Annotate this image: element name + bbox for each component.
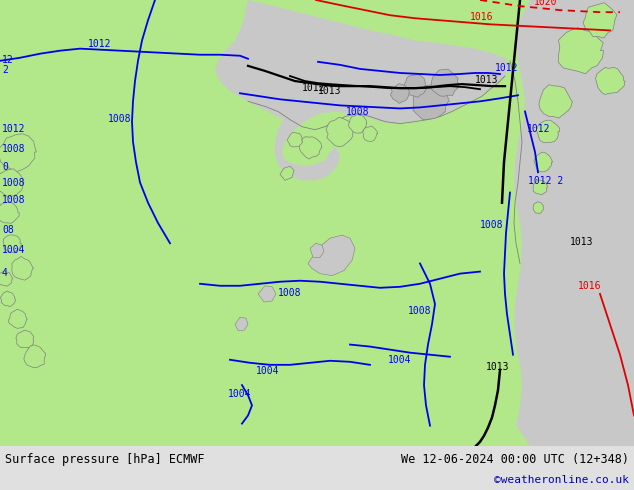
Text: 1016: 1016 [330, 0, 354, 2]
Polygon shape [391, 84, 410, 103]
Polygon shape [299, 137, 322, 159]
Polygon shape [12, 256, 34, 280]
Text: 4: 4 [2, 268, 8, 278]
Polygon shape [533, 202, 543, 214]
Polygon shape [533, 180, 547, 195]
Text: 1008: 1008 [278, 288, 302, 298]
Polygon shape [310, 243, 324, 257]
Text: 1012 2: 1012 2 [528, 176, 563, 186]
Text: 0: 0 [2, 162, 8, 172]
Polygon shape [363, 126, 378, 142]
Text: 1008: 1008 [2, 195, 25, 205]
Polygon shape [404, 74, 426, 97]
Polygon shape [16, 330, 34, 348]
Polygon shape [558, 28, 604, 74]
Polygon shape [0, 202, 20, 223]
Text: 2: 2 [2, 65, 8, 75]
Polygon shape [280, 166, 294, 180]
Text: ©weatheronline.co.uk: ©weatheronline.co.uk [494, 475, 629, 485]
Text: 1004: 1004 [388, 355, 411, 365]
Text: 1008: 1008 [480, 220, 503, 230]
Text: 1016: 1016 [578, 281, 602, 291]
Polygon shape [413, 85, 450, 120]
Polygon shape [534, 152, 553, 172]
Text: 1013: 1013 [486, 362, 510, 372]
Text: 1008: 1008 [2, 178, 25, 189]
Polygon shape [348, 115, 366, 133]
Text: 1012: 1012 [88, 39, 112, 49]
Text: 1012: 1012 [302, 83, 325, 93]
Text: 1008: 1008 [346, 106, 370, 117]
Text: 1013: 1013 [475, 75, 498, 85]
Polygon shape [539, 85, 573, 118]
Polygon shape [235, 317, 248, 330]
Text: 1004: 1004 [2, 245, 25, 255]
Text: 12: 12 [2, 55, 14, 65]
Polygon shape [431, 69, 459, 97]
Text: Surface pressure [hPa] ECMWF: Surface pressure [hPa] ECMWF [5, 453, 205, 466]
Polygon shape [595, 67, 625, 95]
Polygon shape [0, 169, 24, 197]
Text: We 12-06-2024 00:00 UTC (12+348): We 12-06-2024 00:00 UTC (12+348) [401, 453, 629, 466]
Text: 1013: 1013 [318, 86, 342, 96]
Polygon shape [8, 309, 27, 328]
Text: 1008: 1008 [108, 114, 131, 123]
Polygon shape [1, 291, 15, 307]
Polygon shape [536, 120, 560, 143]
Text: 1013: 1013 [570, 237, 593, 247]
Polygon shape [215, 0, 510, 180]
Polygon shape [0, 134, 36, 172]
Text: 1012: 1012 [495, 63, 519, 73]
Polygon shape [24, 345, 46, 368]
Polygon shape [583, 3, 617, 38]
Polygon shape [514, 0, 634, 446]
Text: 1008: 1008 [408, 306, 432, 316]
Text: 1004: 1004 [228, 389, 252, 399]
Text: 1012: 1012 [527, 124, 550, 134]
Polygon shape [258, 286, 276, 302]
Text: 1008: 1008 [2, 144, 25, 154]
Text: 1016: 1016 [470, 12, 493, 22]
Text: 1012: 1012 [2, 124, 25, 134]
Polygon shape [308, 235, 355, 276]
Text: 1004: 1004 [256, 366, 280, 376]
Text: 08: 08 [2, 225, 14, 235]
Polygon shape [326, 117, 354, 147]
Text: 1020: 1020 [534, 0, 557, 7]
Polygon shape [0, 271, 13, 286]
Polygon shape [288, 132, 302, 147]
Polygon shape [3, 235, 21, 253]
